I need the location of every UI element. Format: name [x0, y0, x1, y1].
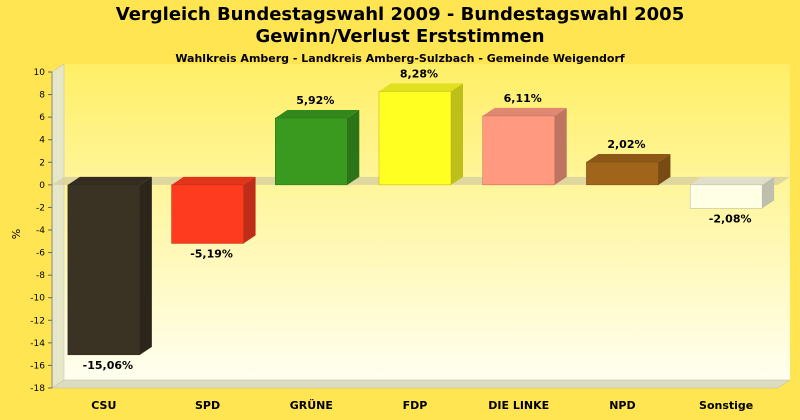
bar-side	[451, 83, 463, 185]
data-label: -15,06%	[83, 359, 133, 372]
bar-top	[482, 107, 567, 116]
bar	[586, 154, 671, 186]
bar-front	[275, 117, 348, 186]
bar-front	[482, 115, 555, 186]
bar-top	[171, 176, 256, 185]
y-tick-label: -14	[30, 339, 45, 349]
y-tick-label: 4	[39, 136, 45, 146]
y-tick-label: -2	[36, 203, 45, 213]
bar-side	[243, 176, 256, 244]
floor	[51, 379, 791, 389]
y-tick-label: 6	[39, 113, 45, 123]
x-tick-label: SPD	[195, 399, 220, 412]
data-labels: -15,06% -5,19% 5,92% 8,28% 6,11% 2,02% -2,08%	[83, 67, 752, 371]
bar	[171, 176, 256, 244]
bar-top	[379, 83, 463, 92]
bar-top	[690, 176, 775, 185]
chart-subtitle: Wahlkreis Amberg - Landkreis Amberg-Sulz…	[175, 52, 625, 65]
y-axis-label: %	[10, 229, 23, 239]
bar-front	[171, 184, 244, 244]
bar	[67, 176, 152, 356]
y-tick-label: -8	[36, 271, 45, 281]
data-label: 5,92%	[296, 94, 334, 107]
bar	[275, 110, 360, 186]
bar	[482, 107, 567, 186]
data-label: -2,08%	[709, 212, 752, 225]
y-tick-label: -10	[30, 294, 45, 304]
x-tick-label: FDP	[403, 399, 428, 412]
y-tick-label: 0	[39, 181, 45, 191]
data-label: -5,19%	[190, 247, 233, 260]
bar-side	[347, 110, 360, 185]
bar	[689, 176, 775, 209]
bar-side	[658, 154, 671, 185]
x-tick-label: CSU	[91, 399, 116, 412]
y-tick-label: 8	[39, 91, 45, 101]
bar-side	[554, 107, 567, 185]
chart-title-line2: Gewinn/Verlust Erststimmen	[255, 26, 545, 47]
y-tick-label: 2	[39, 158, 45, 168]
bars	[67, 83, 775, 356]
data-label: 8,28%	[400, 67, 438, 80]
bar	[378, 83, 463, 186]
bar-top	[586, 154, 671, 163]
back-wall	[64, 64, 790, 380]
data-label: 6,11%	[504, 92, 542, 105]
bar-top	[275, 110, 360, 119]
y-tick-label: -16	[30, 361, 45, 371]
y-tick-label: -12	[30, 316, 45, 326]
side-wall	[51, 63, 65, 389]
data-label: 2,02%	[607, 138, 645, 151]
y-tick-label: -6	[36, 249, 45, 259]
bar-front	[689, 184, 763, 209]
y-axis: 10 8 6 4 2 0 -2 -4 -6 -8 -10 -12 -14 -16 -18	[30, 68, 53, 394]
x-tick-label: NPD	[609, 399, 635, 412]
bar-top	[67, 176, 152, 185]
x-tick-label: DIE LINKE	[488, 399, 549, 412]
plot-area	[51, 63, 791, 389]
x-axis: CSU SPD GRÜNE FDP DIE LINKE NPD Sonstige	[91, 398, 753, 412]
x-tick-label: GRÜNE	[290, 398, 333, 412]
bar-front	[586, 161, 659, 186]
bar-front	[378, 91, 452, 186]
chart-title: Vergleich Bundestagswahl 2009 - Bundesta…	[115, 4, 685, 25]
y-tick-label: 10	[34, 68, 46, 78]
bar-side	[139, 176, 152, 355]
y-tick-label: -18	[30, 384, 45, 394]
bar-front	[67, 184, 141, 356]
x-tick-label: Sonstige	[699, 399, 753, 412]
chart-header: Vergleich Bundestagswahl 2009 - Bundesta…	[0, 0, 800, 65]
bar-side	[762, 176, 775, 209]
y-tick-label: -4	[36, 226, 45, 236]
